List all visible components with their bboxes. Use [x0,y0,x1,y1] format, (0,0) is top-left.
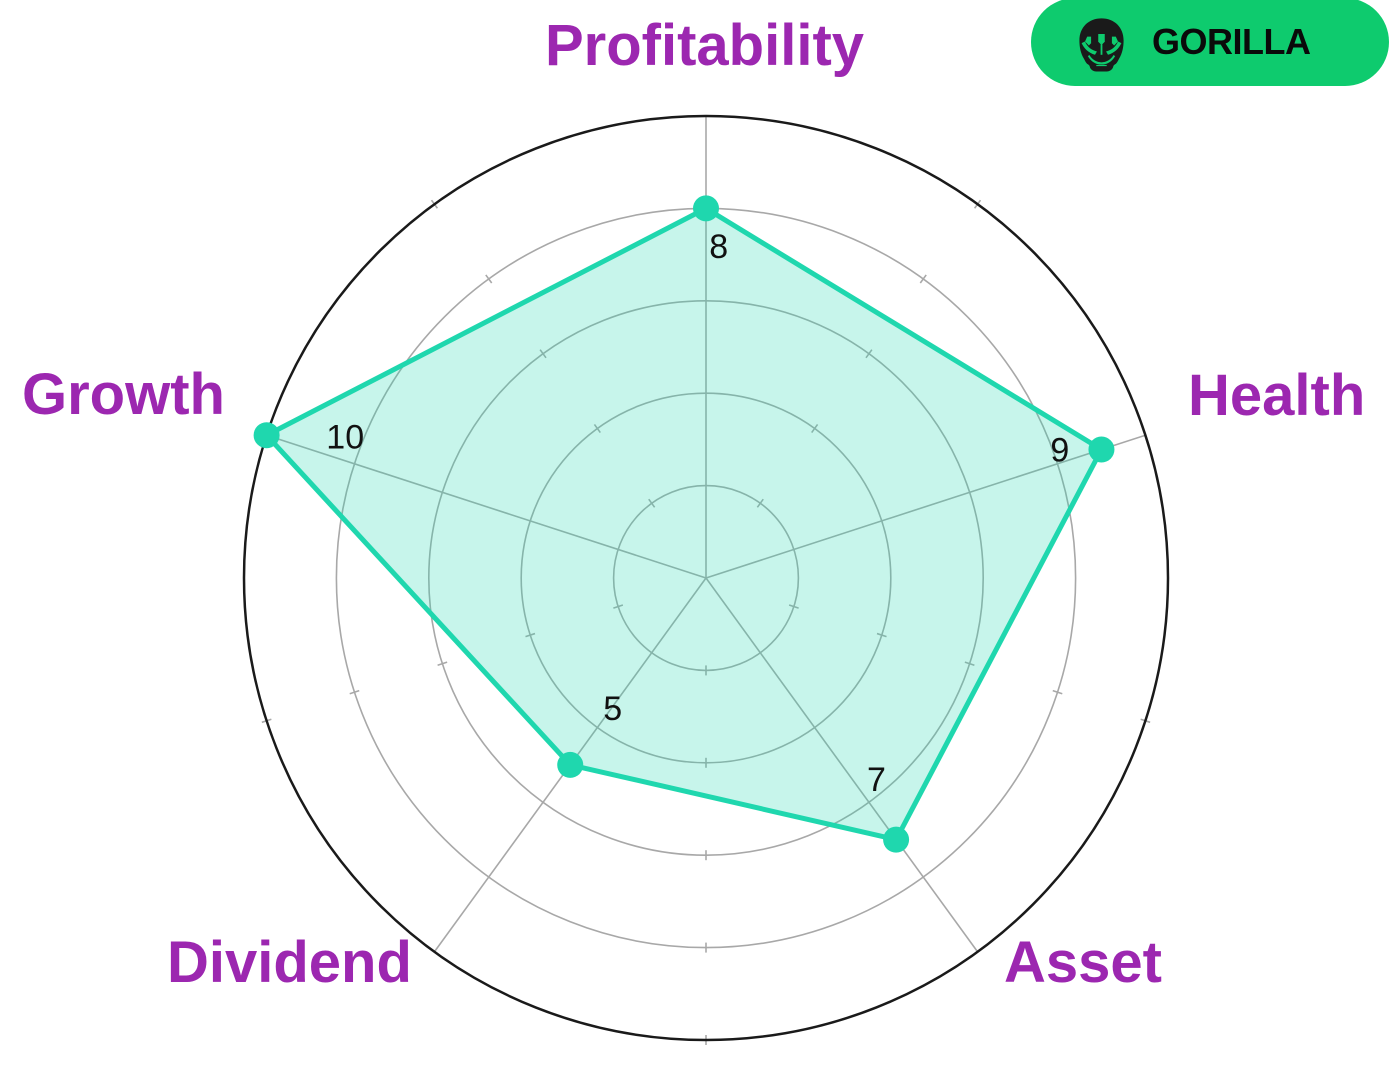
svg-text:8: 8 [709,228,728,266]
svg-text:5: 5 [603,690,622,728]
svg-text:10: 10 [326,419,364,457]
svg-text:9: 9 [1050,432,1069,470]
svg-text:7: 7 [867,761,886,799]
